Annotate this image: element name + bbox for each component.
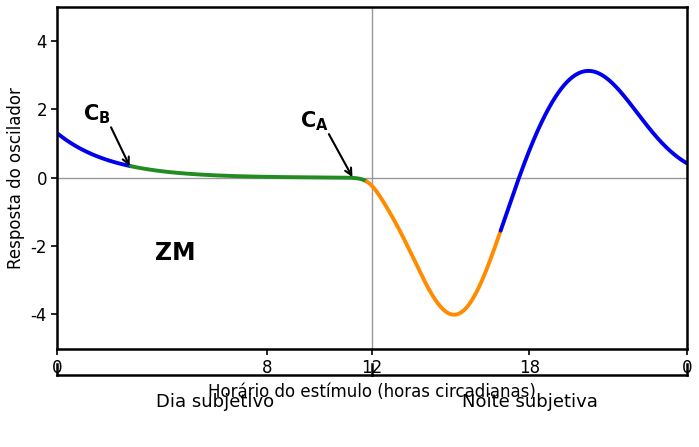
Text: $\mathbf{C_B}$: $\mathbf{C_B}$ — [83, 103, 110, 127]
Y-axis label: Resposta do oscilador: Resposta do oscilador — [7, 87, 25, 269]
X-axis label: Horário do estímulo (horas circadianas): Horário do estímulo (horas circadianas) — [208, 383, 536, 401]
Text: $\mathbf{C_A}$: $\mathbf{C_A}$ — [300, 110, 329, 133]
Text: ZM: ZM — [155, 241, 196, 265]
Text: Noite subjetiva: Noite subjetiva — [461, 393, 598, 411]
Text: Dia subjetivo: Dia subjetivo — [156, 393, 274, 411]
